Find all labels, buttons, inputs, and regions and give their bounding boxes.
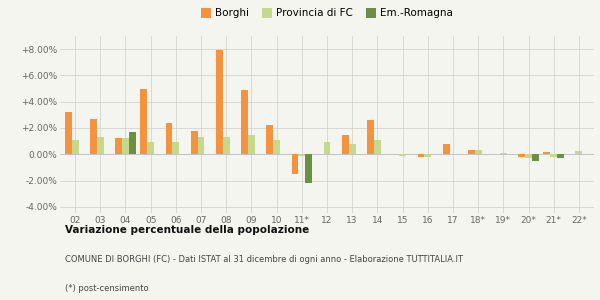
Bar (468, 150, 475, 154)
Bar (197, 137, 205, 154)
Bar (323, 142, 331, 154)
Bar (374, 140, 381, 154)
Bar (367, 120, 374, 154)
Bar (443, 144, 449, 154)
Bar (122, 139, 129, 154)
Legend: Borghi, Provincia di FC, Em.-Romagna: Borghi, Provincia di FC, Em.-Romagna (197, 4, 457, 22)
Bar (266, 125, 273, 154)
Bar (298, 154, 305, 156)
Bar (575, 151, 582, 154)
Bar (525, 154, 532, 158)
Bar (550, 154, 557, 157)
Bar (349, 144, 356, 154)
Bar (140, 88, 147, 154)
Bar (191, 130, 197, 154)
Bar (248, 135, 255, 154)
Text: (*) post-censimento: (*) post-censimento (65, 284, 149, 293)
Bar (115, 139, 122, 154)
Bar (147, 142, 154, 154)
Bar (532, 154, 539, 161)
Text: COMUNE DI BORGHI (FC) - Dati ISTAT al 31 dicembre di ogni anno - Elaborazione TU: COMUNE DI BORGHI (FC) - Dati ISTAT al 31… (65, 255, 463, 264)
Bar (129, 132, 136, 154)
Bar (241, 90, 248, 154)
Bar (342, 134, 349, 154)
Bar (166, 123, 172, 154)
Bar (544, 152, 550, 154)
Text: Variazione percentuale della popolazione: Variazione percentuale della popolazione (65, 226, 310, 236)
Bar (518, 154, 525, 157)
Bar (97, 137, 104, 154)
Bar (273, 140, 280, 154)
Bar (305, 154, 312, 183)
Bar (90, 119, 97, 154)
Bar (216, 50, 223, 154)
Bar (172, 142, 179, 154)
Bar (418, 154, 424, 157)
Bar (65, 112, 72, 154)
Bar (475, 150, 482, 154)
Bar (292, 154, 298, 174)
Bar (557, 154, 564, 158)
Bar (424, 154, 431, 157)
Bar (72, 140, 79, 154)
Bar (399, 154, 406, 156)
Bar (500, 153, 507, 154)
Bar (223, 136, 230, 154)
